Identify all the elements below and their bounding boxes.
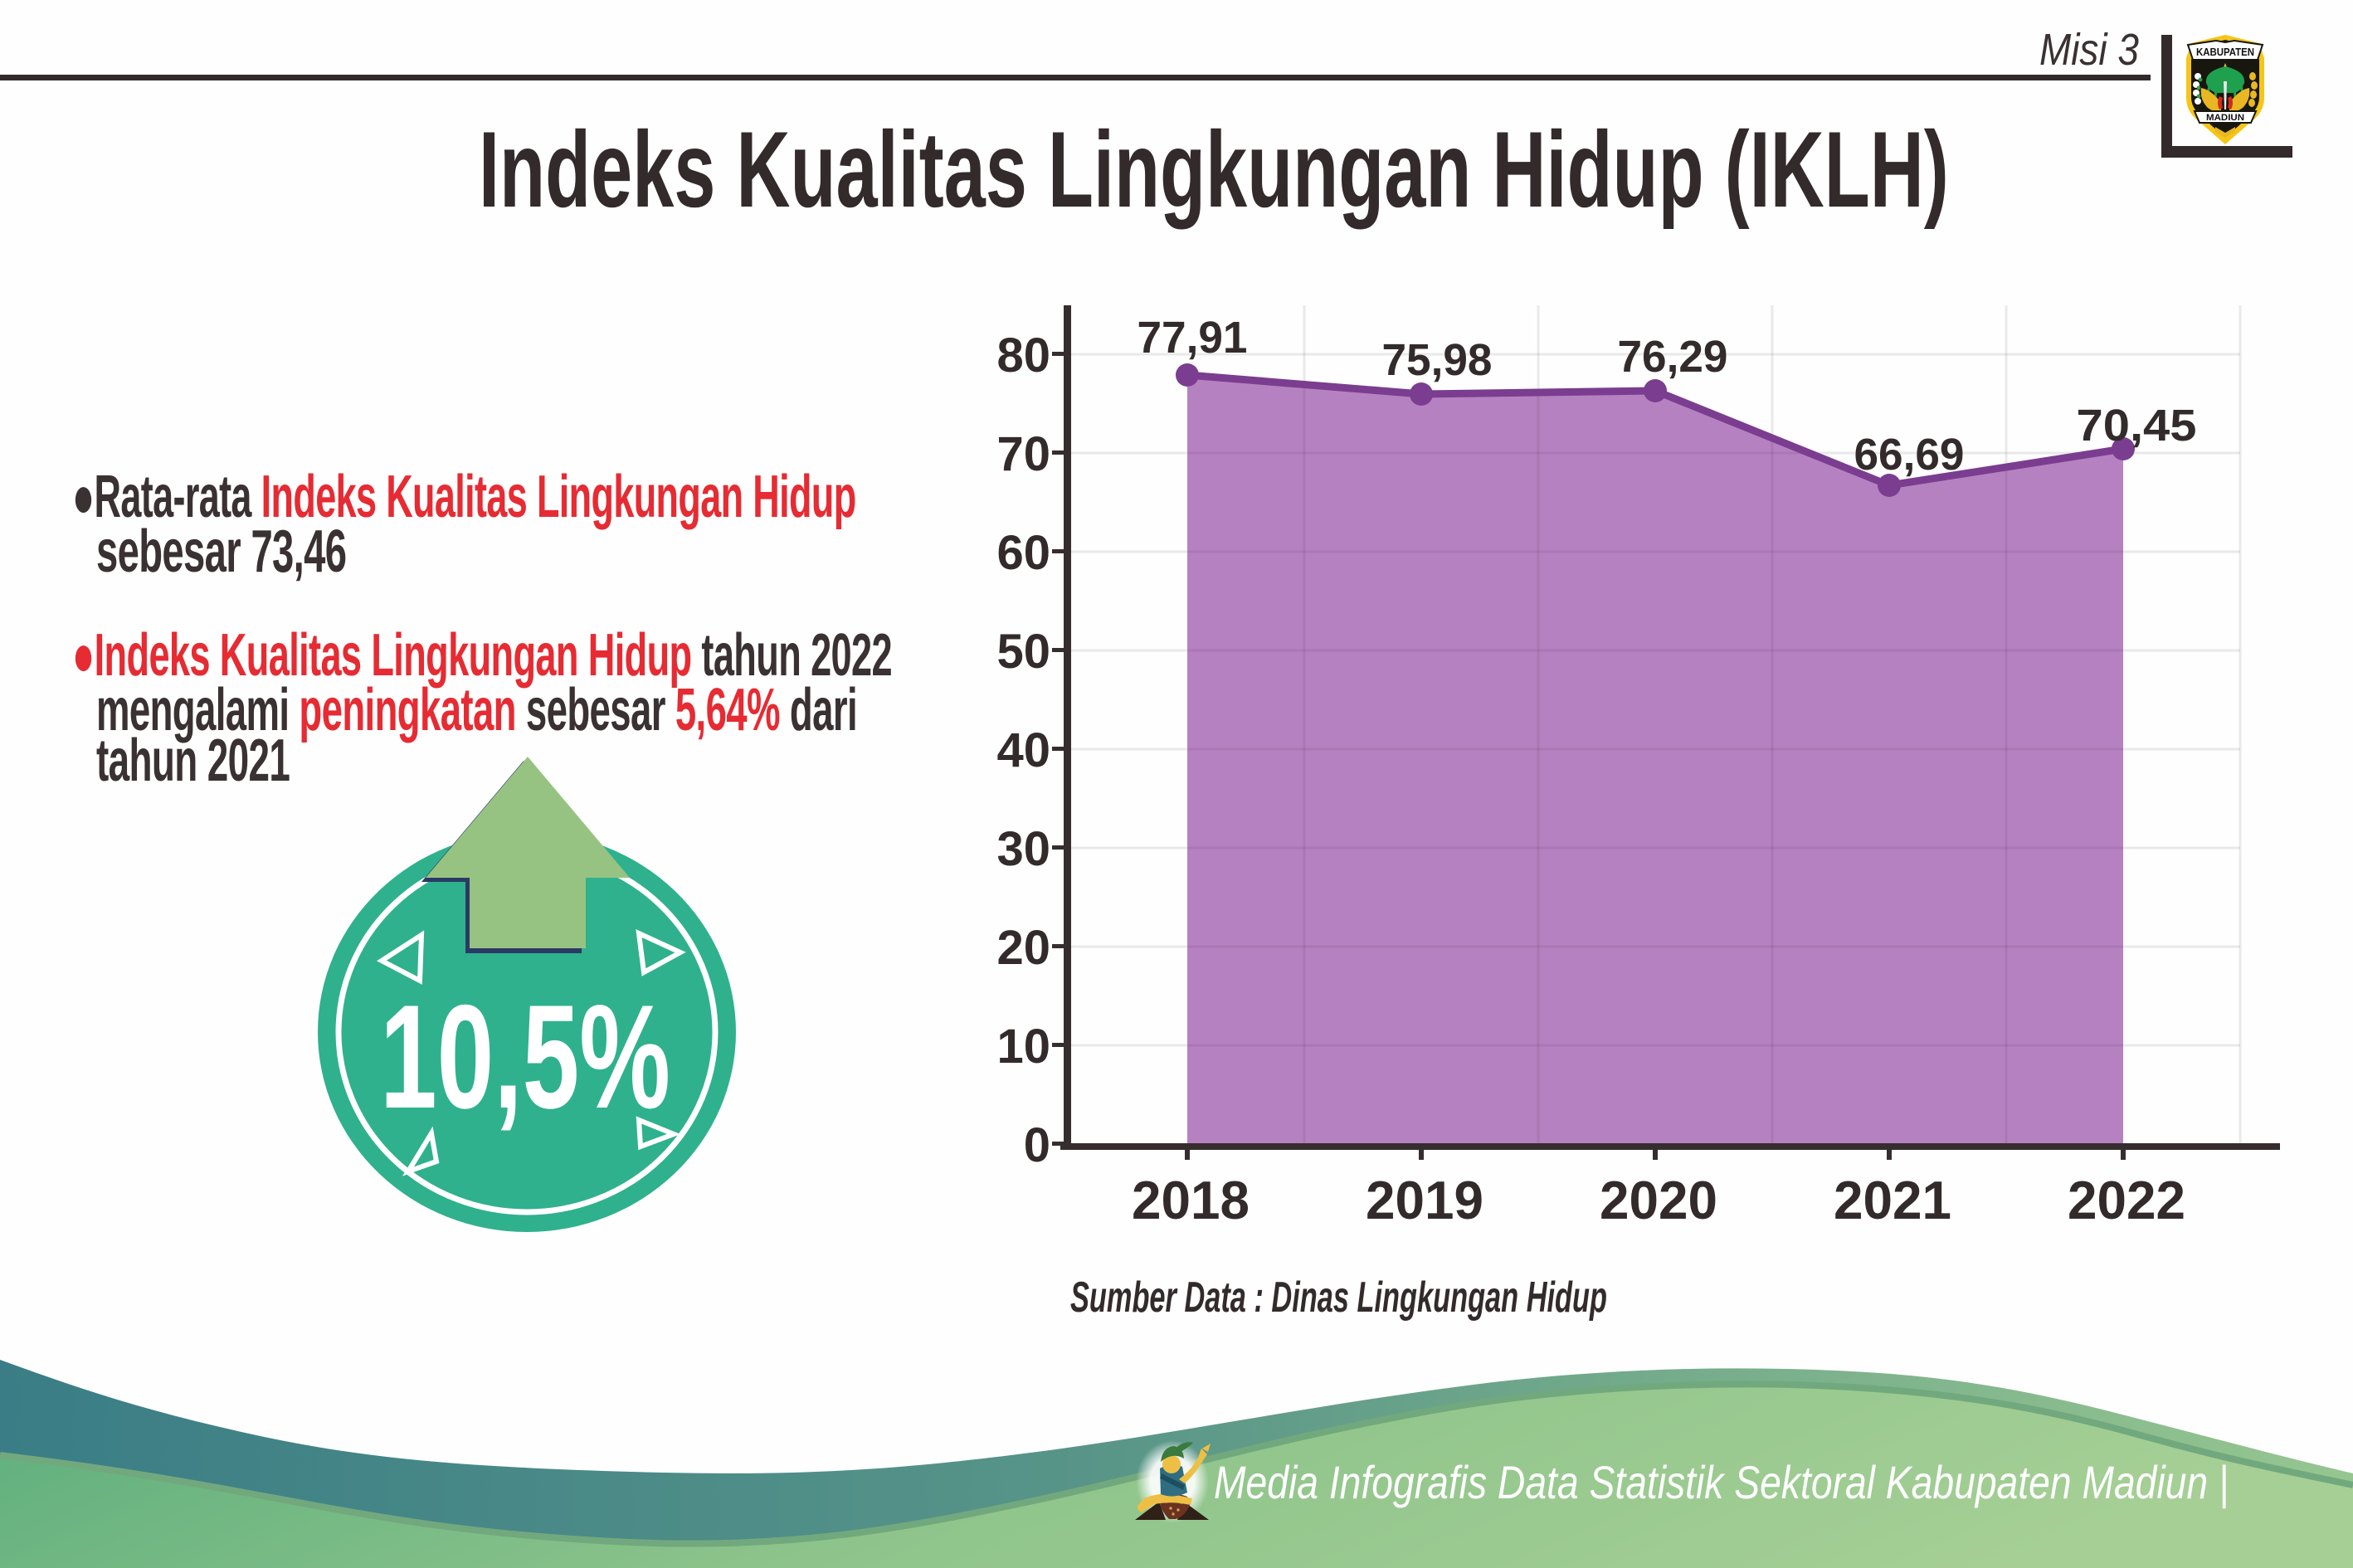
svg-text:10,5%: 10,5% [380,974,670,1139]
svg-text:Media Infografis Data Statisti: Media Infografis Data Statistik Sektoral… [1214,1456,2229,1509]
svg-text:80: 80 [996,329,1050,382]
svg-text:MADIUN: MADIUN [2206,113,2244,123]
svg-text:60: 60 [996,526,1050,580]
svg-text:75,98: 75,98 [1382,335,1493,385]
svg-text:20: 20 [996,921,1050,975]
svg-text:70,45: 70,45 [2077,401,2197,450]
svg-text:Sumber Data : Dinas Lingkungan: Sumber Data : Dinas Lingkungan Hidup [1070,1273,1607,1322]
svg-text:50: 50 [996,625,1050,679]
svg-text:30: 30 [996,822,1050,876]
svg-text:76,29: 76,29 [1618,332,1728,382]
svg-text:2018: 2018 [1132,1170,1250,1230]
svg-text:70: 70 [996,427,1050,481]
svg-text:40: 40 [996,723,1050,777]
svg-text:2019: 2019 [1366,1170,1483,1230]
svg-text:KABUPATEN: KABUPATEN [2196,46,2254,58]
svg-text:2022: 2022 [2068,1170,2185,1230]
svg-text:10: 10 [996,1020,1050,1074]
svg-text:2020: 2020 [1600,1170,1717,1230]
svg-text:66,69: 66,69 [1854,430,1965,480]
svg-text:2021: 2021 [1834,1170,1951,1230]
svg-text:77,91: 77,91 [1138,313,1248,363]
svg-text:0: 0 [1024,1118,1050,1172]
